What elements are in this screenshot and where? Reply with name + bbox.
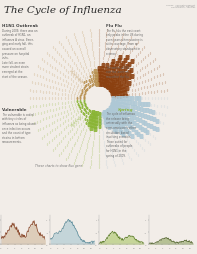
Text: Flu Flu: Flu Flu bbox=[106, 24, 122, 28]
Text: Summer: Summer bbox=[68, 69, 84, 85]
Text: Winter: Winter bbox=[114, 115, 127, 128]
Text: Vulnerable: Vulnerable bbox=[2, 108, 27, 112]
Text: Spring: Spring bbox=[70, 115, 83, 128]
Text: The cycle of influenza
the release bring
universally with the
semi-omnivore's ot: The cycle of influenza the release bring… bbox=[106, 112, 136, 157]
Text: During 2009, there was an
outbreak of H1N1, an
influenza A virus. Emer-
ging and: During 2009, there was an outbreak of H1… bbox=[2, 28, 37, 78]
Text: The Cycle of Influenza: The Cycle of Influenza bbox=[4, 6, 122, 14]
Text: The flu hits the east coast
only peaks in the US during
even years when vaccine : The flu hits the east coast only peaks i… bbox=[106, 28, 143, 55]
Text: The winter of 2011
saw the worst on
record for the flu.: The winter of 2011 saw the worst on reco… bbox=[106, 66, 131, 79]
Text: Fall: Fall bbox=[116, 73, 125, 81]
Text: The vulnerable is coded
with tiny circles of
influenza as being absent
once infe: The vulnerable is coded with tiny circle… bbox=[2, 112, 36, 144]
Text: Spring: Spring bbox=[118, 107, 134, 111]
Text: H1N1 Outbreak: H1N1 Outbreak bbox=[2, 24, 38, 28]
Text: design: @somethingabout
source: cdc.gov
visualization: Thomas: design: @somethingabout source: cdc.gov … bbox=[166, 4, 195, 8]
Text: These charts to show flux gene: These charts to show flux gene bbox=[35, 164, 83, 168]
